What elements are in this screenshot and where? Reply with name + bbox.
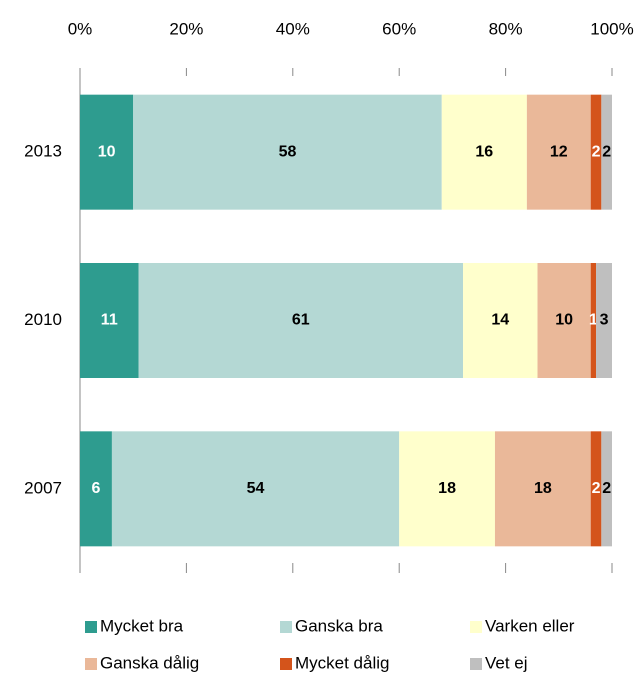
bar-segment: [80, 263, 139, 378]
x-tick-label: 40%: [276, 19, 310, 38]
data-label: 2: [602, 480, 611, 497]
x-tick-label: 100%: [590, 19, 633, 38]
data-label: 2: [592, 480, 601, 497]
x-tick-label: 20%: [169, 19, 203, 38]
data-label: 2: [602, 143, 611, 160]
x-tick-label: 0%: [68, 19, 93, 38]
data-label: 54: [247, 480, 265, 497]
bar-segment: [590, 94, 602, 210]
y-tick-label: 2007: [24, 478, 62, 497]
data-label: 58: [279, 143, 297, 160]
legend-swatch: [470, 621, 482, 633]
y-tick-label: 2013: [24, 142, 62, 161]
data-label: 1: [589, 312, 598, 329]
legend-swatch: [470, 658, 482, 670]
x-tick-label: 60%: [382, 19, 416, 38]
bar-segment: [537, 263, 591, 378]
bar-segment: [526, 94, 591, 210]
bar-segment: [590, 263, 597, 378]
legend-label: Ganska bra: [295, 616, 383, 635]
y-tick-label: 2010: [24, 310, 62, 329]
legend-label: Varken eller: [485, 616, 575, 635]
legend-swatch: [85, 658, 97, 670]
bar-segment: [80, 94, 134, 210]
data-label: 18: [534, 480, 552, 497]
legend-swatch: [85, 621, 97, 633]
data-label: 10: [555, 312, 573, 329]
data-label: 16: [475, 143, 493, 160]
data-label: 18: [438, 480, 456, 497]
legend-label: Ganska dålig: [100, 653, 199, 672]
bar-segment: [111, 431, 400, 547]
data-label: 14: [491, 312, 509, 329]
bar-segment: [601, 431, 612, 547]
bar-segment: [463, 263, 538, 378]
bar-segment: [80, 431, 112, 547]
data-label: 11: [101, 312, 118, 329]
bar-segment: [138, 263, 464, 378]
data-label: 3: [600, 312, 609, 329]
legend-label: Mycket bra: [100, 616, 184, 635]
bar-segment: [601, 94, 612, 210]
legend-swatch: [280, 621, 292, 633]
legend-label: Vet ej: [485, 653, 528, 672]
bar-segment: [399, 431, 495, 547]
bar-segment: [441, 94, 527, 210]
data-label: 12: [550, 143, 568, 160]
data-label: 6: [92, 480, 101, 497]
data-label: 61: [292, 312, 310, 329]
bar-segment: [133, 94, 442, 210]
legend-swatch: [280, 658, 292, 670]
bar-segment: [494, 431, 591, 547]
x-tick-label: 80%: [489, 19, 523, 38]
bar-segment: [596, 263, 612, 378]
data-label: 2: [592, 143, 601, 160]
data-label: 10: [98, 143, 116, 160]
legend-label: Mycket dålig: [295, 653, 389, 672]
bar-segment: [590, 431, 602, 547]
